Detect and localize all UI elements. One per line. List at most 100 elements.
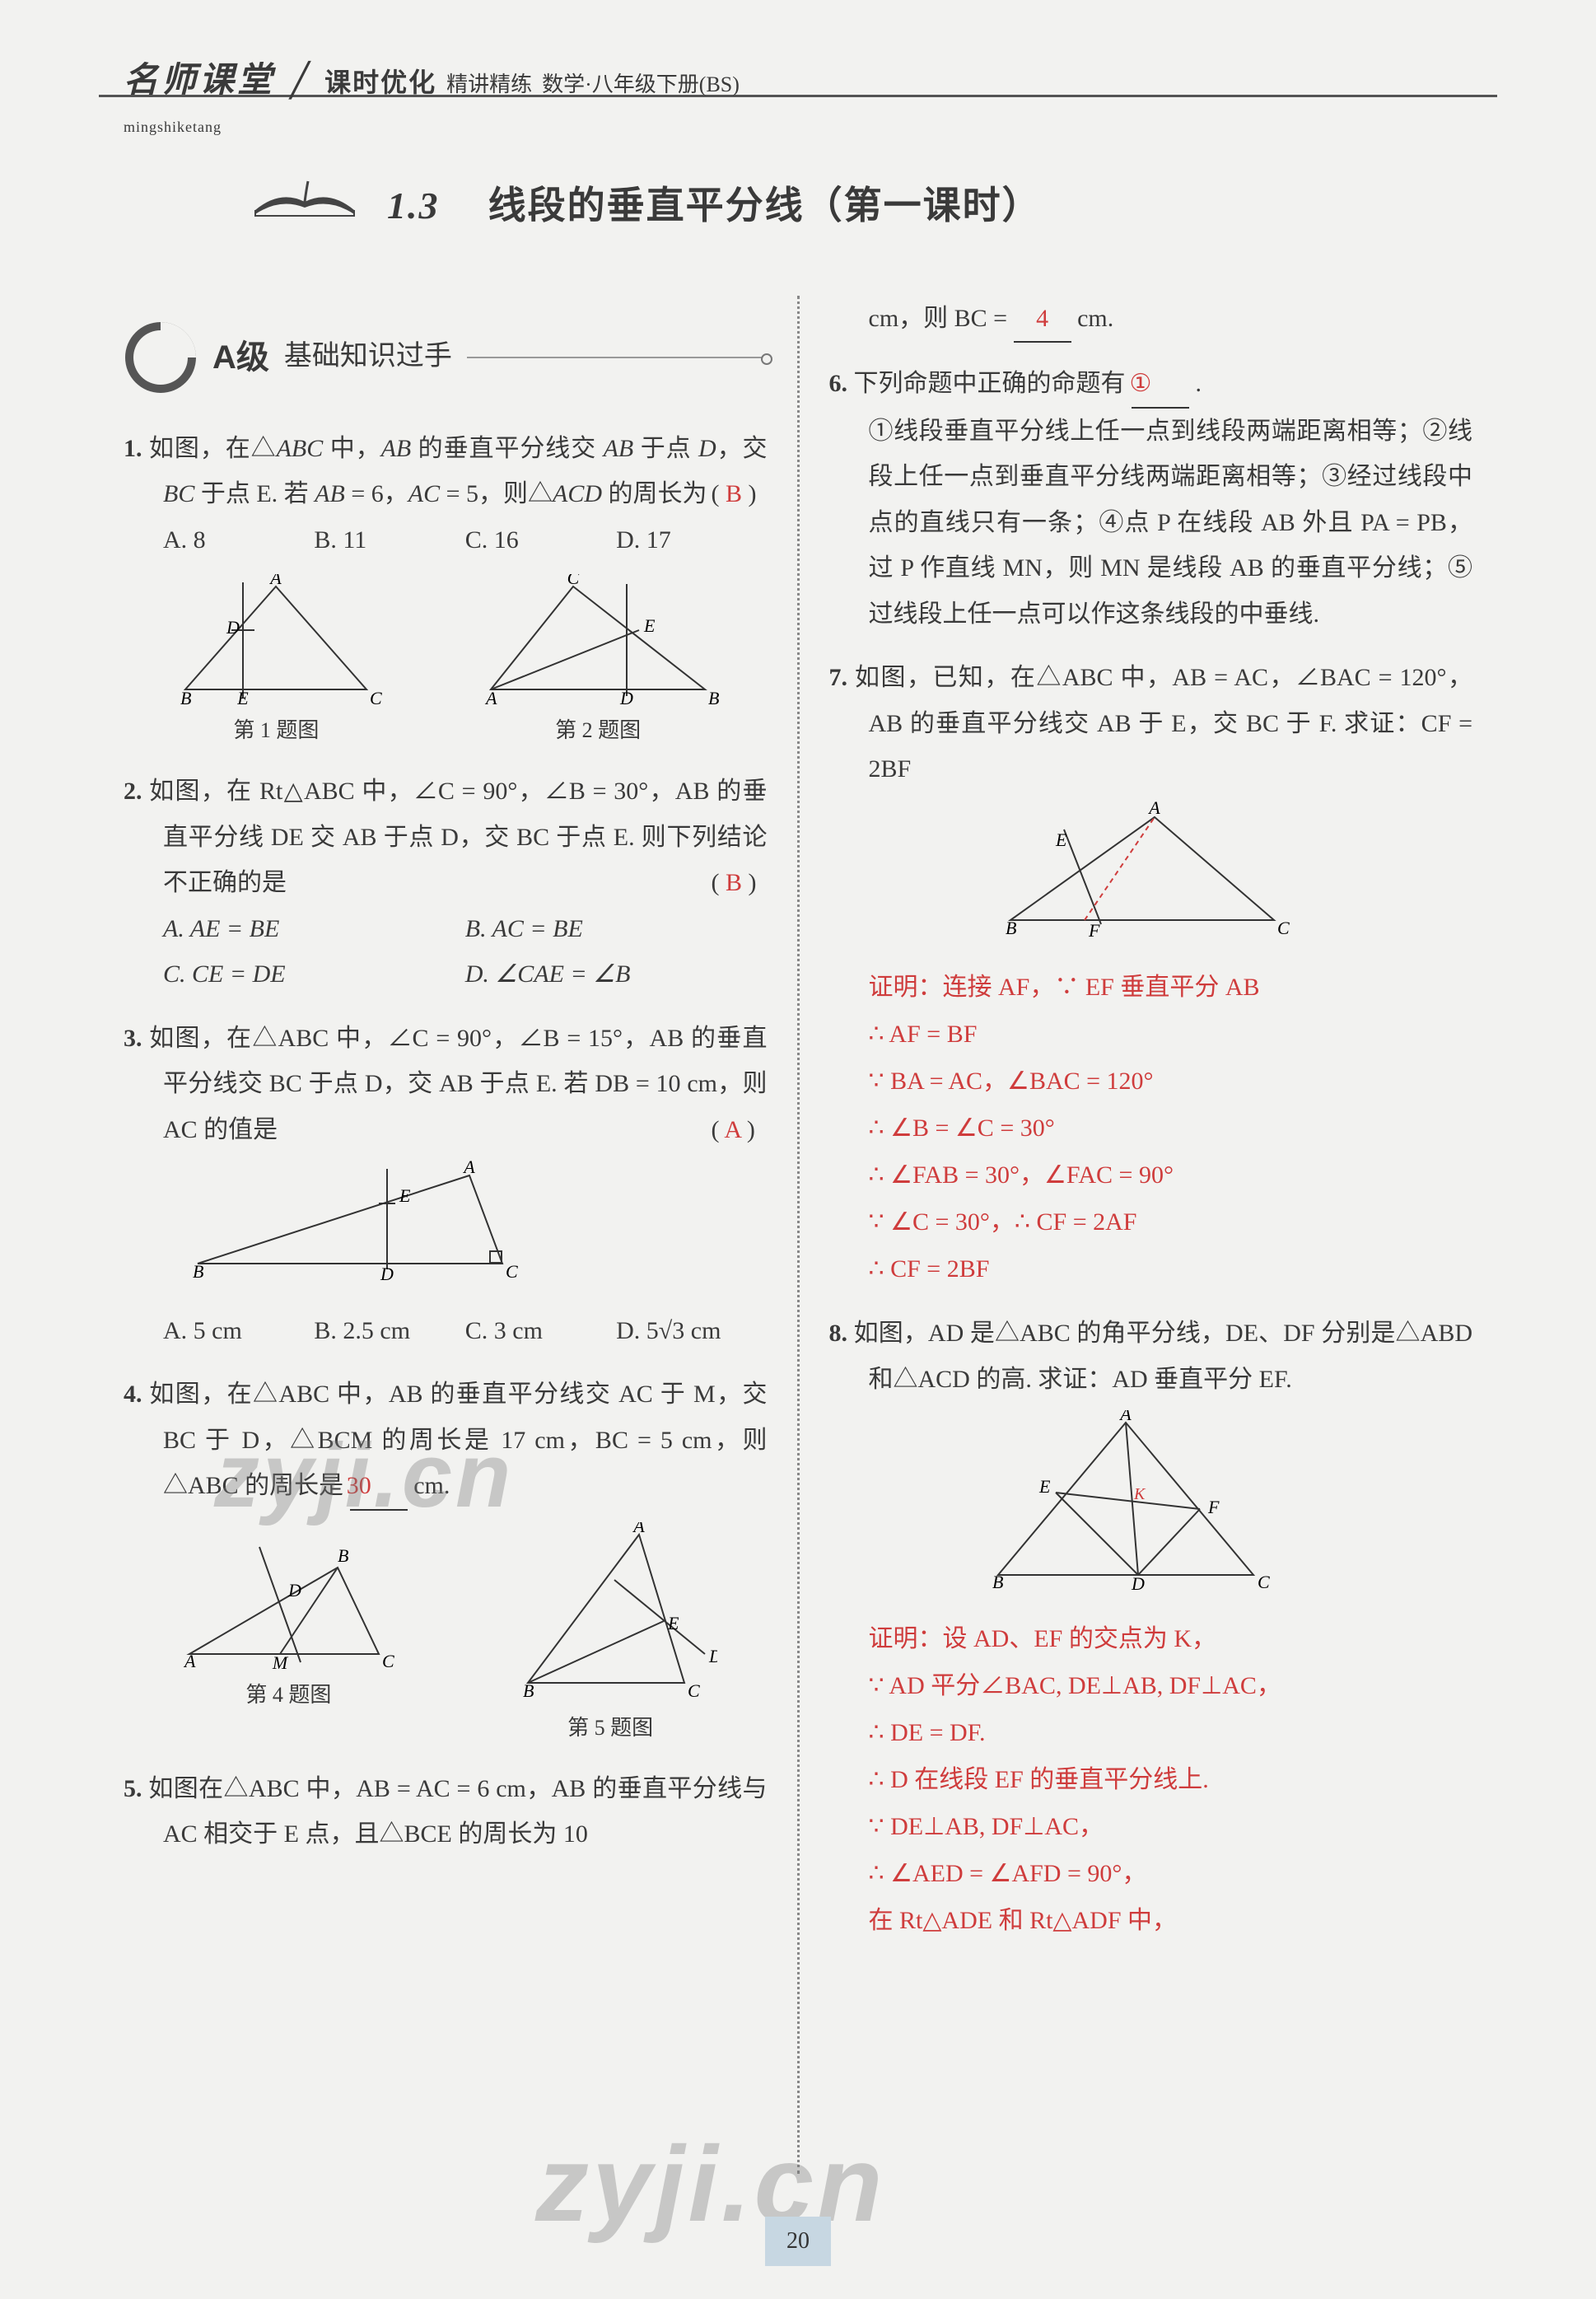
q7-figure: A E B F C — [994, 801, 1473, 956]
q1-t7: 于点 — [633, 435, 698, 462]
q5-num: 5. — [124, 1775, 142, 1802]
q1-optC: C. 16 — [465, 517, 616, 563]
q4-num: 4. — [124, 1381, 142, 1408]
q3-optC: C. 3 cm — [465, 1308, 616, 1354]
q5-figure: A E B C D 第 5 题图 — [503, 1522, 717, 1748]
q3-stem: 如图，在△ABC 中，∠C = 90°，∠B = 15°，AB 的垂直平分线交 … — [149, 1025, 767, 1143]
svg-text:E: E — [1055, 829, 1067, 850]
q1-optA: A. 8 — [163, 517, 314, 563]
q1-t9: ，交 — [716, 435, 768, 462]
svg-text:E: E — [237, 688, 250, 706]
q6-num: 6. — [829, 370, 848, 397]
level-a-header: A级 基础知识过手 — [124, 320, 768, 395]
q4-unit: cm. — [413, 1472, 450, 1499]
q8-num: 8. — [829, 1320, 848, 1347]
q7-num: 7. — [829, 664, 848, 691]
problem-4: 4. 如图，在△ABC 中，AB 的垂直平分线交 AC 于 M，交 BC 于 D… — [124, 1371, 768, 1748]
q8-p5: ∴ ∠AED = ∠AFD = 90°， — [869, 1850, 1473, 1897]
svg-text:B: B — [992, 1572, 1003, 1591]
q5-unit: cm. — [1077, 305, 1113, 332]
q1-answer: B — [726, 480, 742, 507]
problem-8: 8. 如图，AD 是△ABC 的角平分线，DE、DF 分别是△ABD 和△ACD… — [829, 1311, 1473, 1944]
q8-p3: ∴ D 在线段 EF 的垂直平分线上. — [869, 1756, 1473, 1803]
svg-text:B: B — [1006, 918, 1016, 938]
svg-text:A: A — [269, 574, 282, 588]
page-header: 名师课堂 mingshiketang ╱ 课时优化 精讲精练 数学·八年级下册(… — [99, 49, 1497, 107]
q7-p4: ∴ ∠FAB = 30°，∠FAC = 90° — [869, 1152, 1473, 1199]
svg-text:K: K — [1133, 1485, 1146, 1503]
q2-stem: 如图，在 Rt△ABC 中，∠C = 90°，∠B = 30°，AB 的垂直平分… — [149, 778, 767, 896]
q3-answer: A — [724, 1116, 740, 1143]
svg-text:A: A — [1147, 801, 1160, 818]
q8-proof: 证明：设 AD、EF 的交点为 K， ∵ AD 平分∠BAC, DE⊥AB, D… — [829, 1615, 1473, 1944]
problem-6: 6. 下列命题中正确的命题有 ① . ①线段垂直平分线上任一点到线段两端距离相等… — [829, 361, 1473, 637]
q1-figcap: 第 1 题图 — [169, 711, 383, 750]
q8-p0: 证明：设 AD、EF 的交点为 K， — [869, 1615, 1473, 1662]
svg-text:F: F — [1088, 920, 1100, 941]
problem-5: 5. 如图在△ABC 中，AB = AC = 6 cm，AB 的垂直平分线与 A… — [124, 1766, 768, 1857]
q3-optA: A. 5 cm — [163, 1308, 314, 1354]
svg-text:A: A — [462, 1161, 475, 1177]
q1-optB: B. 11 — [314, 517, 464, 563]
svg-text:C: C — [1258, 1572, 1270, 1591]
section-number: 1.3 — [387, 185, 440, 227]
q1-t5: 的垂直平分线交 — [411, 435, 603, 462]
svg-text:C: C — [688, 1680, 700, 1701]
q1-t13: = 6， — [345, 480, 408, 507]
q8-p6: 在 Rt△ADE 和 Rt△ADF 中， — [869, 1897, 1473, 1944]
left-column: A级 基础知识过手 1. 如图，在△ABC 中，AB 的垂直平分线交 AB 于点… — [99, 296, 792, 2174]
page-footer: 20 — [0, 2217, 1596, 2266]
right-column: cm，则 BC = 4 cm. 6. 下列命题中正确的命题有 ① . ①线段垂直… — [805, 296, 1498, 2174]
svg-text:C: C — [1277, 918, 1290, 938]
svg-text:B: B — [193, 1261, 203, 1282]
q5-figcap: 第 5 题图 — [503, 1708, 717, 1748]
q1-optD: D. 17 — [616, 517, 767, 563]
page-number: 20 — [765, 2217, 831, 2266]
problem-3: 3. 如图，在△ABC 中，∠C = 90°，∠B = 15°，AB 的垂直平分… — [124, 1016, 768, 1354]
level-a-label: A级 — [212, 327, 269, 388]
q7-p5: ∵ ∠C = 30°，∴ CF = 2AF — [869, 1199, 1473, 1245]
svg-text:C: C — [382, 1651, 394, 1671]
q7-p6: ∴ CF = 2BF — [869, 1245, 1473, 1292]
q1-t6: AB — [604, 435, 634, 462]
q8-p1: ∵ AD 平分∠BAC, DE⊥AB, DF⊥AC， — [869, 1662, 1473, 1709]
q2-optD: D. ∠CAE = ∠B — [465, 951, 768, 998]
q6-stem: 下列命题中正确的命题有 — [854, 370, 1126, 397]
section-title-text: 线段的垂直平分线（第一课时） — [488, 184, 1042, 227]
q1-t16: ACD — [553, 480, 602, 507]
svg-text:C: C — [370, 688, 382, 706]
section-title-row: 1.3 线段的垂直平分线（第一课时） — [247, 165, 1497, 246]
q1-t4: AB — [381, 435, 412, 462]
q1-t12: AB — [315, 480, 345, 507]
svg-text:C: C — [567, 574, 580, 588]
q8-figure: A E F B D C K — [978, 1410, 1473, 1607]
q6-tail: . — [1196, 370, 1202, 397]
svg-text:E: E — [399, 1185, 411, 1206]
svg-text:A: A — [183, 1651, 196, 1671]
q2-figcap: 第 2 题图 — [474, 711, 721, 750]
book-icon — [247, 165, 362, 246]
q5-stem-a: 如图在△ABC 中，AB = AC = 6 cm，AB 的垂直平分线与 AC 相… — [148, 1775, 767, 1848]
svg-text:A: A — [484, 688, 497, 706]
level-line — [467, 357, 768, 358]
level-a-sub: 基础知识过手 — [284, 331, 452, 383]
svg-text:B: B — [523, 1680, 534, 1701]
q3-num: 3. — [124, 1025, 142, 1052]
q6-blank: ① — [1132, 361, 1189, 409]
q1-t1: 如图，在△ — [149, 435, 277, 462]
q5-blank: 4 — [1014, 296, 1071, 343]
q1-num: 1. — [124, 435, 142, 462]
brand-pinyin: mingshiketang — [124, 114, 275, 141]
q8-stem: 如图，AD 是△ABC 的角平分线，DE、DF 分别是△ABD 和△ACD 的高… — [854, 1320, 1472, 1393]
q4-figcap: 第 4 题图 — [173, 1675, 404, 1715]
q1-t17: 的周长为 — [602, 480, 707, 507]
svg-text:D: D — [226, 617, 240, 638]
q7-p1: ∴ AF = BF — [869, 1011, 1473, 1058]
q7-p2: ∵ BA = AC，∠BAC = 120° — [869, 1058, 1473, 1105]
q6-body: ①线段垂直平分线上任一点到线段两端距离相等；②线段上任一点到垂直平分线两端距离相… — [829, 409, 1473, 638]
column-divider — [797, 296, 800, 2174]
q2-optA: A. AE = BE — [163, 906, 465, 952]
q7-p0: 证明：连接 AF，∵ EF 垂直平分 AB — [869, 964, 1473, 1011]
brand-sub: 课时优化 — [324, 58, 436, 107]
q3-optB: B. 2.5 cm — [314, 1308, 464, 1354]
